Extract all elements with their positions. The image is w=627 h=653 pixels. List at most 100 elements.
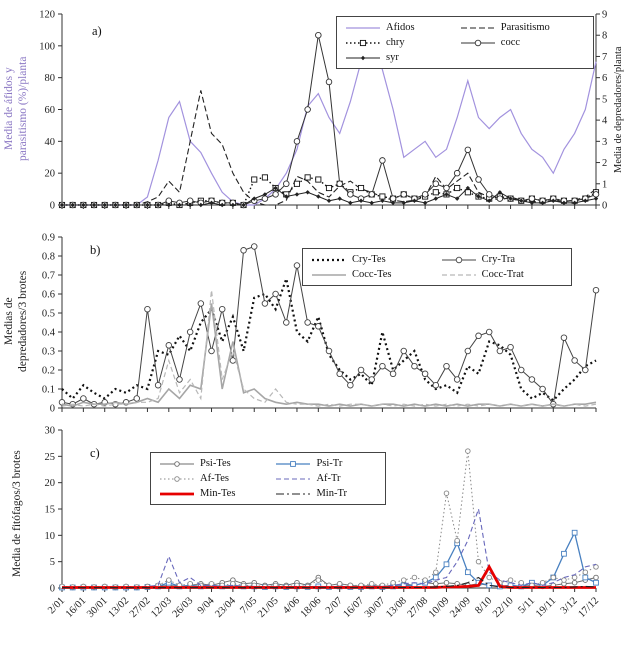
svg-text:23/04: 23/04 — [213, 595, 238, 620]
svg-text:9: 9 — [602, 10, 607, 21]
svg-text:12/03: 12/03 — [149, 595, 174, 620]
panel-c-letter: c) — [90, 446, 100, 460]
svg-text:100: 100 — [39, 41, 55, 52]
svg-text:19/11: 19/11 — [534, 595, 558, 619]
svg-text:5: 5 — [602, 94, 607, 105]
legend-label-afidos: Afidos — [386, 22, 415, 33]
legend-item-syr: syr — [345, 50, 450, 65]
svg-text:0: 0 — [50, 201, 55, 212]
svg-text:7: 7 — [602, 52, 607, 63]
legend-item-min-tes: Min-Tes — [159, 486, 265, 501]
svg-text:0.3: 0.3 — [42, 347, 55, 358]
svg-text:16/01: 16/01 — [64, 595, 89, 620]
legend-panel-b: Cry-Tes Cocc-Tes Cry-Tra Cocc-Trat — [302, 248, 572, 286]
legend-label-min-tr: Min-Tr — [316, 488, 347, 499]
legend-label-psi-tr: Psi-Tr — [316, 458, 343, 469]
legend-swatch-cry-tes-line — [311, 254, 347, 266]
svg-text:30: 30 — [45, 426, 56, 437]
legend-label-af-tr: Af-Tr — [316, 473, 341, 484]
legend-item-cry-tes: Cry-Tes — [311, 252, 431, 267]
svg-text:3: 3 — [602, 137, 607, 148]
svg-text:30/01: 30/01 — [85, 595, 110, 620]
svg-text:13/02: 13/02 — [107, 595, 132, 620]
svg-text:5: 5 — [50, 557, 55, 568]
legend-swatch-afidos-line — [345, 22, 381, 34]
svg-text:2: 2 — [602, 158, 607, 169]
svg-text:0.9: 0.9 — [42, 233, 55, 244]
legend-item-chry: chry — [345, 35, 450, 50]
legend-swatch-af-tr-line — [275, 473, 311, 485]
svg-text:27/02: 27/02 — [128, 595, 153, 620]
svg-text:1: 1 — [602, 179, 607, 190]
svg-text:10/09: 10/09 — [427, 595, 452, 620]
svg-text:24/09: 24/09 — [448, 595, 473, 620]
svg-text:120: 120 — [39, 10, 55, 21]
legend-item-af-tes: Af-Tes — [159, 471, 265, 486]
svg-text:0.1: 0.1 — [42, 385, 55, 396]
legend-swatch-cocc-line — [460, 37, 496, 49]
svg-text:0.8: 0.8 — [42, 252, 55, 263]
svg-text:0.5: 0.5 — [42, 309, 55, 320]
svg-text:18/06: 18/06 — [299, 595, 324, 620]
panel-b-letter: b) — [90, 243, 101, 257]
legend-label-cry-tra: Cry-Tra — [481, 254, 516, 265]
svg-text:25: 25 — [45, 452, 56, 463]
legend-swatch-cocc-trat-line — [441, 269, 477, 281]
svg-text:0.2: 0.2 — [42, 366, 55, 377]
svg-text:22/10: 22/10 — [491, 595, 516, 620]
legend-label-psi-tes: Psi-Tes — [200, 458, 231, 469]
svg-text:0: 0 — [50, 404, 55, 415]
svg-text:16/07: 16/07 — [341, 595, 366, 620]
legend-panel-c: Psi-Tes Af-Tes Min-Tes Psi-Tr Af-Tr Min-… — [150, 452, 386, 505]
legend-swatch-psi-tes-line — [159, 458, 195, 470]
panel-c-chart: 0510152025302/0116/0130/0113/0227/0212/0… — [45, 426, 602, 621]
svg-text:26/03: 26/03 — [171, 595, 196, 620]
panel-a-letter: a) — [92, 24, 102, 38]
svg-text:6: 6 — [602, 73, 607, 84]
legend-label-syr: syr — [386, 52, 399, 63]
legend-item-parasitismo: Parasitismo — [460, 20, 585, 35]
legend-item-cocc-tes: Cocc-Tes — [311, 267, 431, 282]
svg-text:80: 80 — [45, 73, 56, 84]
legend-label-cocc: cocc — [500, 37, 521, 48]
svg-text:4: 4 — [602, 116, 608, 127]
legend-label-min-tes: Min-Tes — [200, 488, 236, 499]
panel-b-chart: 0 0.1 0.2 0.3 0.4 0.5 0.6 0.7 0.8 0.9 — [42, 233, 600, 415]
svg-text:0: 0 — [602, 201, 607, 212]
svg-text:10: 10 — [45, 531, 56, 542]
legend-item-min-tr: Min-Tr — [275, 486, 377, 501]
svg-text:27/08: 27/08 — [406, 595, 431, 620]
legend-item-psi-tr: Psi-Tr — [275, 456, 377, 471]
svg-text:17/12: 17/12 — [576, 595, 601, 620]
legend-item-cocc-trat: Cocc-Trat — [441, 267, 563, 282]
legend-item-af-tr: Af-Tr — [275, 471, 377, 486]
svg-text:0.4: 0.4 — [42, 328, 56, 339]
svg-text:60: 60 — [45, 105, 56, 116]
svg-text:30/07: 30/07 — [363, 595, 388, 620]
panel-a-chart: 0 20 40 60 80 100 120 0 1 2 3 4 5 6 7 8 9 — [39, 10, 608, 212]
svg-text:40: 40 — [45, 137, 56, 148]
svg-text:20: 20 — [45, 169, 56, 180]
legend-label-cry-tes: Cry-Tes — [352, 254, 386, 265]
svg-text:21/05: 21/05 — [256, 595, 281, 620]
legend-swatch-min-tes-line — [159, 488, 195, 500]
legend-label-cocc-trat: Cocc-Trat — [481, 269, 524, 280]
legend-swatch-parasitismo-line — [460, 22, 496, 34]
legend-label-af-tes: Af-Tes — [200, 473, 230, 484]
legend-swatch-cry-tra-line — [441, 254, 477, 266]
legend-swatch-psi-tr-line — [275, 458, 311, 470]
legend-swatch-min-tr-line — [275, 488, 311, 500]
svg-text:0.6: 0.6 — [42, 290, 55, 301]
legend-item-cocc: cocc — [460, 35, 585, 50]
legend-label-chry: chry — [386, 37, 405, 48]
svg-text:8: 8 — [602, 31, 607, 42]
legend-label-cocc-tes: Cocc-Tes — [352, 269, 392, 280]
legend-item-psi-tes: Psi-Tes — [159, 456, 265, 471]
svg-text:13/08: 13/08 — [384, 595, 409, 620]
svg-text:20: 20 — [45, 478, 56, 489]
legend-swatch-af-tes-line — [159, 473, 195, 485]
legend-item-afidos: Afidos — [345, 20, 450, 35]
legend-swatch-chry-line — [345, 37, 381, 49]
svg-text:0.7: 0.7 — [42, 271, 55, 282]
